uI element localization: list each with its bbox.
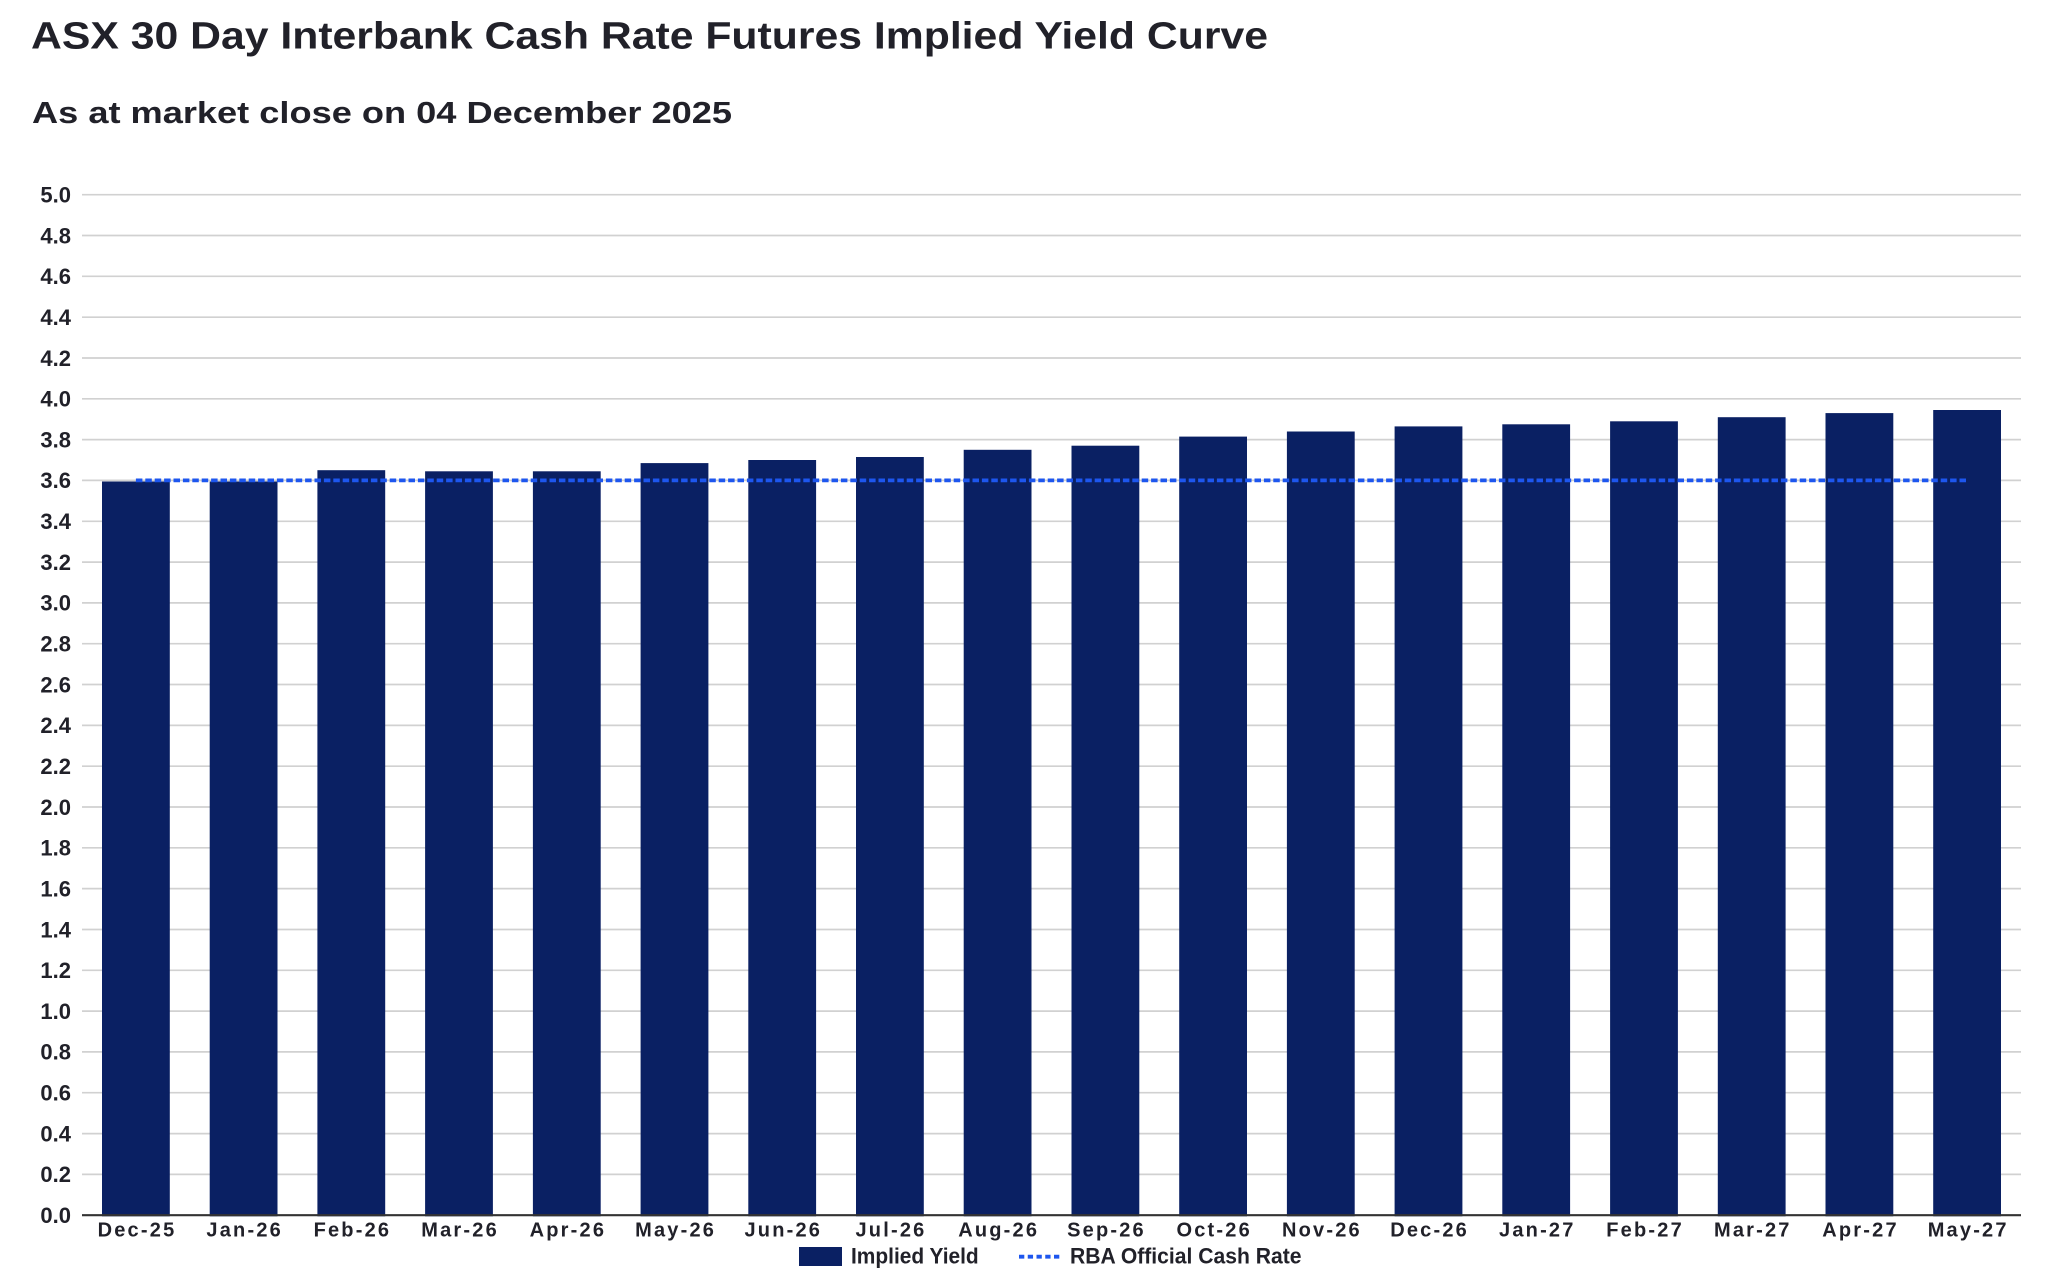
svg-text:3.8: 3.8 (40, 427, 71, 452)
svg-text:Feb-26: Feb-26 (314, 1220, 392, 1242)
svg-text:Jan-27: Jan-27 (1499, 1220, 1576, 1242)
svg-text:Apr-27: Apr-27 (1822, 1220, 1899, 1242)
svg-text:3.2: 3.2 (40, 550, 71, 575)
svg-text:4.0: 4.0 (40, 387, 71, 412)
svg-text:RBA Official Cash Rate: RBA Official Cash Rate (1070, 1244, 1302, 1269)
svg-text:May-27: May-27 (1928, 1220, 2009, 1242)
svg-text:0.2: 0.2 (40, 1162, 71, 1187)
svg-text:2.0: 2.0 (40, 795, 71, 820)
svg-text:2.6: 2.6 (40, 672, 71, 697)
svg-text:ASX 30 Day Interbank Cash Rate: ASX 30 Day Interbank Cash Rate Futures I… (31, 15, 1268, 57)
svg-text:Implied Yield: Implied Yield (851, 1244, 979, 1269)
svg-text:Jul-26: Jul-26 (855, 1220, 926, 1242)
svg-text:Mar-26: Mar-26 (421, 1220, 499, 1242)
svg-text:2.4: 2.4 (40, 713, 71, 738)
svg-text:0.8: 0.8 (40, 1040, 71, 1065)
svg-text:4.2: 4.2 (40, 346, 71, 371)
svg-text:0.0: 0.0 (40, 1203, 71, 1228)
svg-text:2.8: 2.8 (40, 632, 71, 657)
svg-text:Feb-27: Feb-27 (1606, 1220, 1684, 1242)
svg-text:0.6: 0.6 (40, 1081, 71, 1106)
svg-text:Dec-25: Dec-25 (98, 1220, 177, 1242)
svg-text:Oct-26: Oct-26 (1176, 1220, 1251, 1242)
svg-text:1.4: 1.4 (40, 917, 71, 942)
svg-text:1.0: 1.0 (40, 999, 71, 1024)
svg-text:1.2: 1.2 (40, 958, 71, 983)
svg-text:Nov-26: Nov-26 (1282, 1220, 1362, 1242)
svg-text:May-26: May-26 (635, 1220, 716, 1242)
svg-text:3.6: 3.6 (40, 468, 71, 493)
svg-text:Mar-27: Mar-27 (1714, 1220, 1792, 1242)
svg-text:As at market close on 04 Decem: As at market close on 04 December 2025 (32, 95, 732, 130)
svg-text:Jun-26: Jun-26 (744, 1220, 822, 1242)
svg-text:5.0: 5.0 (40, 183, 71, 208)
svg-text:Aug-26: Aug-26 (958, 1220, 1039, 1242)
svg-text:1.8: 1.8 (40, 836, 71, 861)
svg-text:4.8: 4.8 (40, 223, 71, 248)
svg-text:Sep-26: Sep-26 (1067, 1220, 1146, 1242)
svg-text:Jan-26: Jan-26 (206, 1220, 283, 1242)
svg-text:Apr-26: Apr-26 (530, 1220, 607, 1242)
svg-text:Dec-26: Dec-26 (1390, 1220, 1469, 1242)
svg-text:4.4: 4.4 (40, 305, 71, 330)
svg-text:3.0: 3.0 (40, 591, 71, 616)
svg-text:1.6: 1.6 (40, 876, 71, 901)
svg-text:0.4: 0.4 (40, 1121, 71, 1146)
svg-text:3.4: 3.4 (40, 509, 71, 534)
svg-text:4.6: 4.6 (40, 264, 71, 289)
svg-text:2.2: 2.2 (40, 754, 71, 779)
